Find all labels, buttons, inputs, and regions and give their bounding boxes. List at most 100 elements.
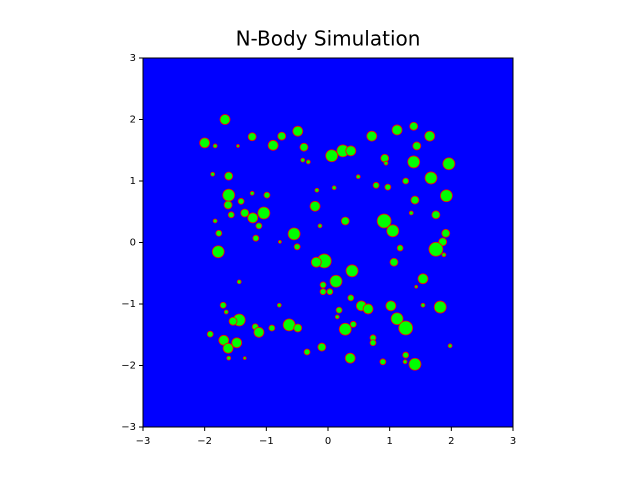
body bbox=[249, 190, 255, 196]
x-tick-label: 2 bbox=[448, 436, 454, 447]
y-tick-label: 2 bbox=[130, 115, 136, 126]
body bbox=[366, 130, 378, 142]
body bbox=[300, 157, 306, 163]
body bbox=[263, 191, 271, 199]
body bbox=[228, 316, 238, 326]
body bbox=[441, 228, 451, 238]
body bbox=[380, 153, 390, 163]
body bbox=[314, 187, 320, 193]
body bbox=[240, 208, 250, 218]
body bbox=[379, 358, 387, 366]
x-tick-label: −2 bbox=[197, 436, 212, 447]
body bbox=[424, 130, 436, 142]
body bbox=[276, 302, 282, 308]
body bbox=[325, 149, 339, 163]
body bbox=[231, 337, 243, 349]
body bbox=[292, 125, 304, 137]
body bbox=[408, 210, 414, 216]
body bbox=[287, 227, 301, 241]
body bbox=[226, 355, 232, 361]
body bbox=[410, 195, 420, 205]
body bbox=[331, 185, 337, 191]
body bbox=[396, 244, 404, 252]
body bbox=[329, 274, 343, 288]
body bbox=[414, 284, 419, 289]
body bbox=[417, 273, 429, 285]
body bbox=[402, 351, 410, 359]
body bbox=[447, 343, 453, 349]
body bbox=[293, 243, 301, 251]
y-tick-label: −3 bbox=[121, 422, 136, 433]
x-tick-label: 0 bbox=[325, 436, 331, 447]
body bbox=[347, 294, 355, 302]
body bbox=[242, 356, 247, 361]
body bbox=[334, 314, 340, 320]
body bbox=[372, 181, 380, 189]
body bbox=[255, 222, 263, 230]
body bbox=[282, 318, 296, 332]
x-tick-label: 1 bbox=[386, 436, 392, 447]
body bbox=[309, 200, 321, 212]
body bbox=[222, 342, 234, 354]
body bbox=[407, 155, 421, 169]
body bbox=[386, 224, 400, 238]
body bbox=[219, 114, 231, 125]
body bbox=[267, 139, 279, 151]
y-tick-label: −2 bbox=[121, 361, 136, 372]
body bbox=[247, 132, 257, 142]
y-tick-label: 3 bbox=[130, 53, 136, 64]
body bbox=[299, 142, 309, 152]
body bbox=[408, 357, 422, 371]
body bbox=[223, 309, 229, 315]
body bbox=[317, 342, 327, 352]
chart-title: N-Body Simulation bbox=[236, 27, 421, 51]
body bbox=[210, 171, 216, 177]
body bbox=[362, 303, 374, 315]
body bbox=[224, 171, 234, 181]
body bbox=[252, 234, 260, 242]
body bbox=[433, 300, 447, 314]
body bbox=[319, 281, 327, 289]
body bbox=[277, 239, 282, 244]
body bbox=[344, 352, 356, 364]
body bbox=[402, 177, 410, 185]
body bbox=[219, 301, 227, 309]
body bbox=[349, 320, 357, 328]
body bbox=[211, 245, 225, 259]
body bbox=[277, 131, 287, 141]
body bbox=[215, 229, 223, 237]
body bbox=[317, 223, 323, 229]
body bbox=[376, 213, 392, 229]
body bbox=[384, 183, 392, 191]
body bbox=[212, 143, 218, 149]
body bbox=[402, 359, 408, 365]
body bbox=[428, 241, 444, 257]
body bbox=[338, 322, 352, 336]
body bbox=[253, 326, 265, 338]
body bbox=[199, 137, 211, 149]
body bbox=[385, 300, 397, 312]
body bbox=[390, 312, 404, 326]
y-tick-label: 1 bbox=[130, 176, 136, 187]
body bbox=[236, 279, 242, 285]
body bbox=[340, 216, 350, 226]
y-tick-label: 0 bbox=[130, 238, 136, 249]
x-tick-label: −3 bbox=[136, 436, 151, 447]
body bbox=[335, 306, 343, 314]
body bbox=[345, 264, 359, 278]
body bbox=[441, 252, 447, 258]
body bbox=[431, 210, 441, 220]
body bbox=[383, 160, 389, 166]
body bbox=[293, 323, 303, 333]
body bbox=[237, 197, 245, 205]
body bbox=[398, 320, 414, 336]
body bbox=[442, 157, 456, 171]
body bbox=[222, 188, 236, 202]
body bbox=[420, 302, 426, 308]
body bbox=[257, 206, 271, 220]
y-tick-label: −1 bbox=[121, 299, 136, 310]
body bbox=[268, 324, 276, 332]
body bbox=[310, 256, 322, 268]
body bbox=[223, 200, 233, 210]
